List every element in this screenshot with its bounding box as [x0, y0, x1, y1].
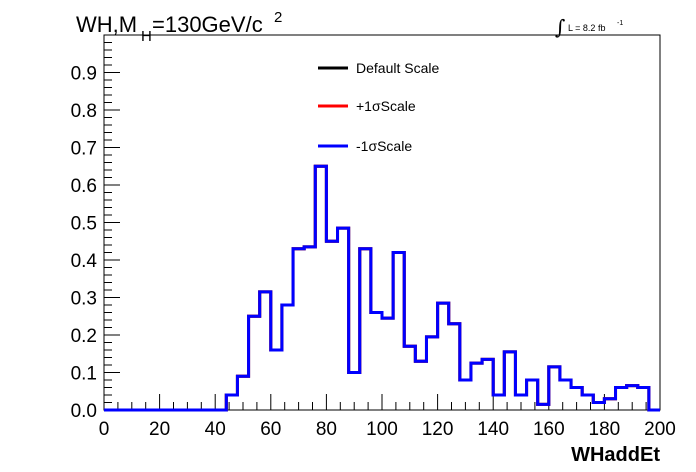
- legend-label-default-scale: Default Scale: [356, 60, 439, 76]
- x-tick-label: 140: [477, 419, 509, 440]
- y-tick-label: 0.5: [71, 214, 97, 235]
- y-tick-label: 0.9: [71, 64, 97, 85]
- histogram-line: [104, 164, 660, 412]
- x-tick-label: 80: [316, 419, 337, 440]
- x-axis-label: WHaddEt: [571, 444, 660, 466]
- y-tick-label: 0.4: [71, 251, 98, 272]
- title-subscript: H: [141, 28, 152, 45]
- x-tick-label: 0: [99, 419, 110, 440]
- y-tick-label: 0.2: [71, 326, 97, 347]
- y-tick-label: 0.6: [71, 176, 97, 197]
- series-layer: [104, 164, 660, 412]
- x-tick-label: 180: [589, 419, 621, 440]
- chart-title: WH,M H =130GeV/c 2: [76, 9, 282, 45]
- luminosity-label: ∫ L = 8.2 fb -1: [555, 15, 623, 39]
- y-tick-label: 0.7: [71, 139, 97, 160]
- y-tick-label: 0.1: [71, 364, 97, 385]
- x-tick-label: 160: [533, 419, 565, 440]
- x-tick-label: 60: [260, 419, 281, 440]
- lumi-superscript: -1: [617, 20, 623, 27]
- legend-label-plus1sigma-scale: +1σScale: [356, 98, 416, 114]
- title-rest: =130GeV/c: [152, 12, 263, 37]
- series-2: [104, 164, 660, 412]
- lumi-text: L = 8.2 fb: [568, 23, 605, 33]
- x-tick-label: 200: [644, 419, 676, 440]
- y-tick-label: 0.0: [71, 401, 97, 422]
- x-tick-label: 20: [149, 419, 170, 440]
- legend: Default Scale +1σScale -1σScale: [318, 60, 439, 154]
- x-tick-label: 120: [422, 419, 454, 440]
- x-axis: 0 20 40 60 80 100 120 140 160 180 200: [99, 394, 676, 440]
- x-tick-label: 100: [366, 419, 398, 440]
- x-tick-label: 40: [205, 419, 226, 440]
- y-tick-label: 0.3: [71, 289, 97, 310]
- y-tick-label: 0.8: [71, 101, 97, 122]
- integral-symbol: ∫: [555, 15, 565, 39]
- legend-label-minus1sigma-scale: -1σScale: [356, 138, 412, 154]
- title-main: WH,M: [76, 12, 137, 37]
- title-superscript: 2: [274, 9, 282, 26]
